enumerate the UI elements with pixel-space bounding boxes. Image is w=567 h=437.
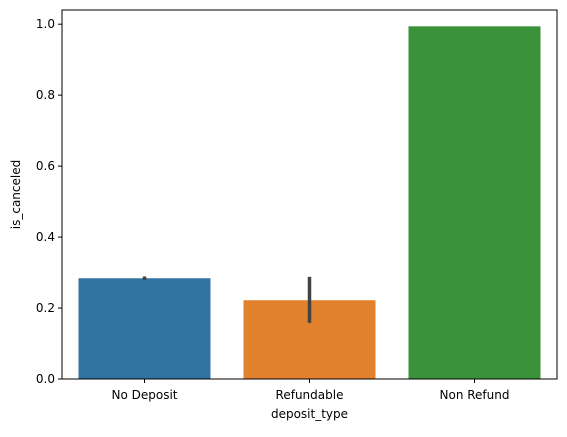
y-ticks-layer: 0.0 0.2 0.4 0.6 0.8 1.0 xyxy=(36,17,62,386)
y-tick-label: 0.4 xyxy=(36,230,55,244)
error-bars-layer xyxy=(142,276,312,323)
y-tick-label: 0.8 xyxy=(36,88,55,102)
bar-no-deposit xyxy=(78,278,211,379)
x-ticks-layer: No Deposit Refundable Non Refund xyxy=(111,379,509,402)
bars-layer xyxy=(78,26,541,379)
x-axis-label: deposit_type xyxy=(271,407,348,421)
y-tick-label: 0.6 xyxy=(36,159,55,173)
y-axis-label: is_canceled xyxy=(9,160,23,229)
x-tick-label: Refundable xyxy=(276,388,344,402)
y-tick-label: 0.2 xyxy=(36,301,55,315)
x-tick-label: No Deposit xyxy=(111,388,177,402)
y-tick-label: 0.0 xyxy=(36,372,55,386)
y-tick-label: 1.0 xyxy=(36,17,55,31)
bar-non-refund xyxy=(408,26,541,379)
x-tick-label: Non Refund xyxy=(440,388,510,402)
